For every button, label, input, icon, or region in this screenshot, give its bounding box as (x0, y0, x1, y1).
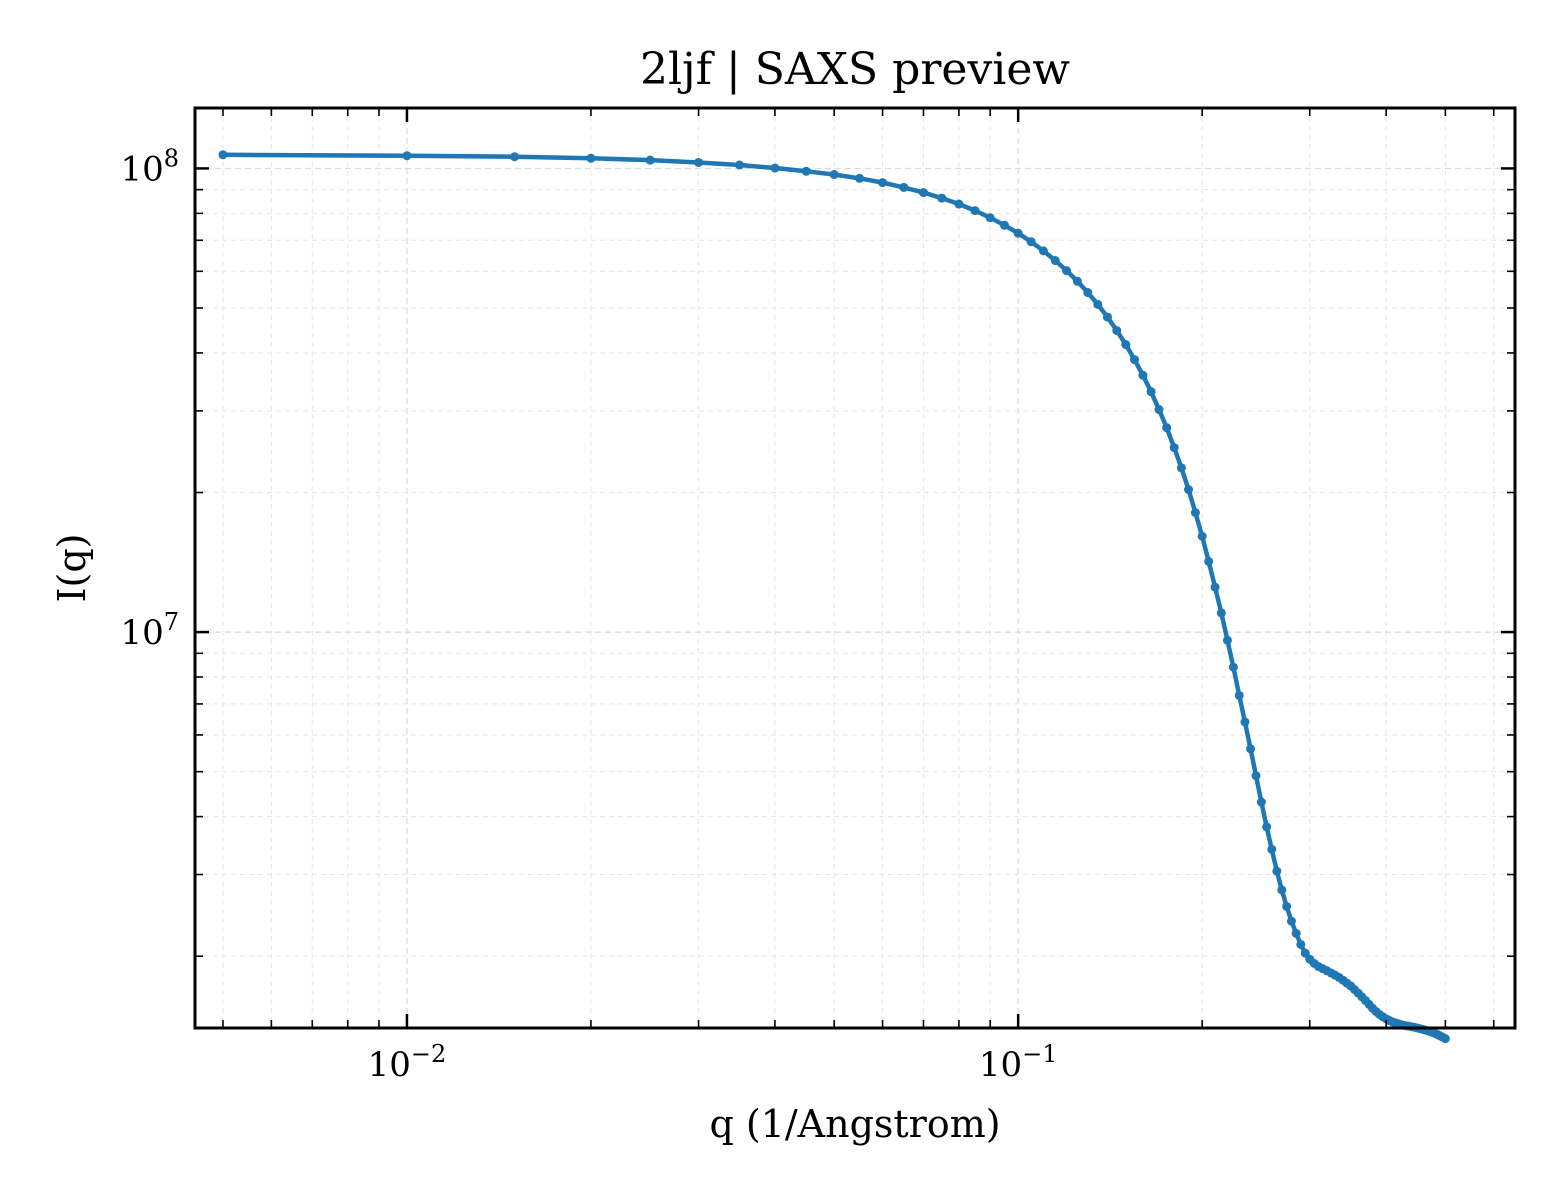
data-point (1000, 220, 1010, 230)
data-point (1169, 443, 1179, 453)
data-point (1176, 463, 1186, 473)
data-point (1062, 266, 1072, 276)
data-point (1146, 387, 1156, 397)
data-point (954, 199, 964, 209)
data-point (1267, 844, 1277, 854)
data-point (645, 155, 655, 165)
y-tick-label: 107 (120, 608, 179, 653)
data-point (1291, 928, 1301, 938)
data-point (1197, 531, 1207, 541)
data-point (694, 157, 704, 167)
x-axis-label: q (1/Angstrom) (709, 1102, 1000, 1146)
data-point (1050, 256, 1060, 266)
chart-title: 2ljf | SAXS preview (640, 44, 1070, 95)
x-tick-label: 10−2 (368, 1040, 447, 1085)
y-tick-label: 108 (120, 144, 179, 189)
data-point (402, 151, 412, 161)
data-point (937, 193, 947, 203)
data-point (1083, 288, 1093, 298)
x-tick-label: 10−1 (979, 1040, 1058, 1085)
data-point (970, 206, 980, 216)
data-point (770, 163, 780, 173)
grid (195, 108, 1515, 1028)
data-point (1216, 608, 1226, 618)
y-axis-label: I(q) (50, 534, 94, 603)
data-point (1121, 340, 1131, 350)
data-point (1234, 690, 1244, 700)
data-point (1246, 744, 1256, 754)
data-point (801, 166, 811, 176)
data-point (1262, 822, 1272, 832)
data-point (1440, 1034, 1450, 1044)
axis-ticks: 10−2 10−1 107 108 (120, 108, 1515, 1085)
data-point (918, 188, 928, 198)
data-point (1072, 276, 1082, 286)
data-point (218, 150, 228, 160)
data-point (586, 153, 596, 163)
data-point (1286, 916, 1296, 926)
data-point (1102, 312, 1112, 322)
data-point (1112, 326, 1122, 336)
data-point (1093, 299, 1103, 309)
data-point (1277, 885, 1287, 895)
data-point (1251, 771, 1261, 781)
data-point (1184, 485, 1194, 495)
data-point (1282, 901, 1292, 911)
data-point (1190, 508, 1200, 518)
data-point (1240, 717, 1250, 727)
data-point (854, 173, 864, 183)
data-point (510, 152, 520, 162)
data-point (829, 170, 839, 180)
data-point (1272, 866, 1282, 876)
data-point (1138, 370, 1148, 380)
data-point (1222, 635, 1232, 645)
plot-frame (193, 106, 1517, 1030)
data-point (1026, 237, 1036, 247)
data-point (1013, 228, 1023, 238)
data-point (1228, 662, 1238, 672)
data-point (899, 182, 909, 192)
data-point (1210, 582, 1220, 592)
series-layer (218, 150, 1450, 1044)
data-point (1129, 355, 1139, 365)
data-point (1154, 405, 1164, 415)
data-point (985, 213, 995, 223)
data-point (878, 178, 888, 188)
data-point (1296, 939, 1306, 949)
data-point (734, 160, 744, 170)
data-point (1038, 246, 1048, 256)
data-point (1204, 556, 1214, 566)
data-point (1162, 423, 1172, 433)
data-point (1256, 797, 1266, 807)
